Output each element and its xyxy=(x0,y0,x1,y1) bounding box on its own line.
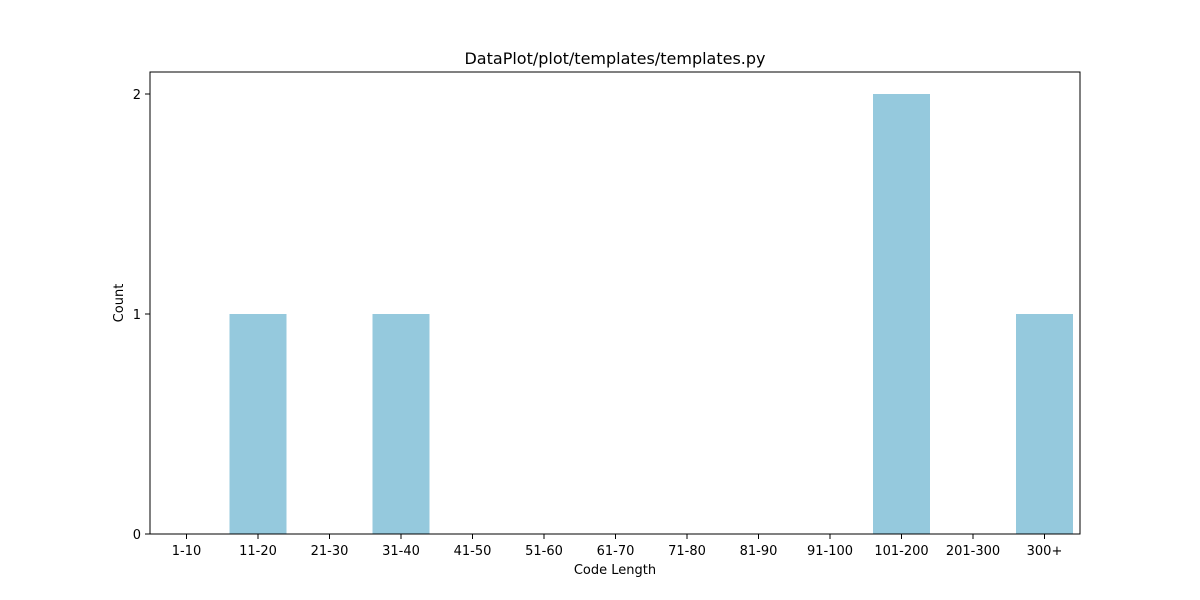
y-tick-label: 0 xyxy=(133,528,141,543)
bars xyxy=(229,94,1073,534)
axes-frame xyxy=(149,71,1081,535)
x-tick-label: 31-40 xyxy=(382,544,420,559)
bar-11-20 xyxy=(229,314,287,534)
y-tick-label: 2 xyxy=(133,88,141,103)
x-axis-ticks: 1-10 11-20 21-30 31-40 41-50 51-60 61-70 71-80 8… xyxy=(172,534,1063,559)
y-tick-label: 1 xyxy=(133,308,141,323)
bar-101-200 xyxy=(873,94,930,534)
y-axis-ticks: 0 1 2 xyxy=(133,88,150,543)
x-tick-label: 51-60 xyxy=(525,544,563,559)
x-tick-label: 1-10 xyxy=(172,544,202,559)
x-tick-label: 300+ xyxy=(1027,544,1063,559)
x-tick-label: 21-30 xyxy=(311,544,349,559)
x-tick-label: 11-20 xyxy=(239,544,277,559)
chart-title: DataPlot/plot/templates/templates.py xyxy=(464,49,765,68)
x-tick-label: 81-90 xyxy=(740,544,778,559)
bar-31-40 xyxy=(372,314,430,534)
x-tick-label: 91-100 xyxy=(807,544,853,559)
x-tick-label: 101-200 xyxy=(874,544,928,559)
x-axis-label: Code Length xyxy=(574,563,656,578)
x-tick-label: 41-50 xyxy=(454,544,492,559)
x-tick-label: 201-300 xyxy=(946,544,1000,559)
bar-300+ xyxy=(1016,314,1073,534)
x-tick-label: 61-70 xyxy=(597,544,635,559)
x-tick-label: 71-80 xyxy=(668,544,706,559)
y-axis-label: Count xyxy=(112,284,127,323)
